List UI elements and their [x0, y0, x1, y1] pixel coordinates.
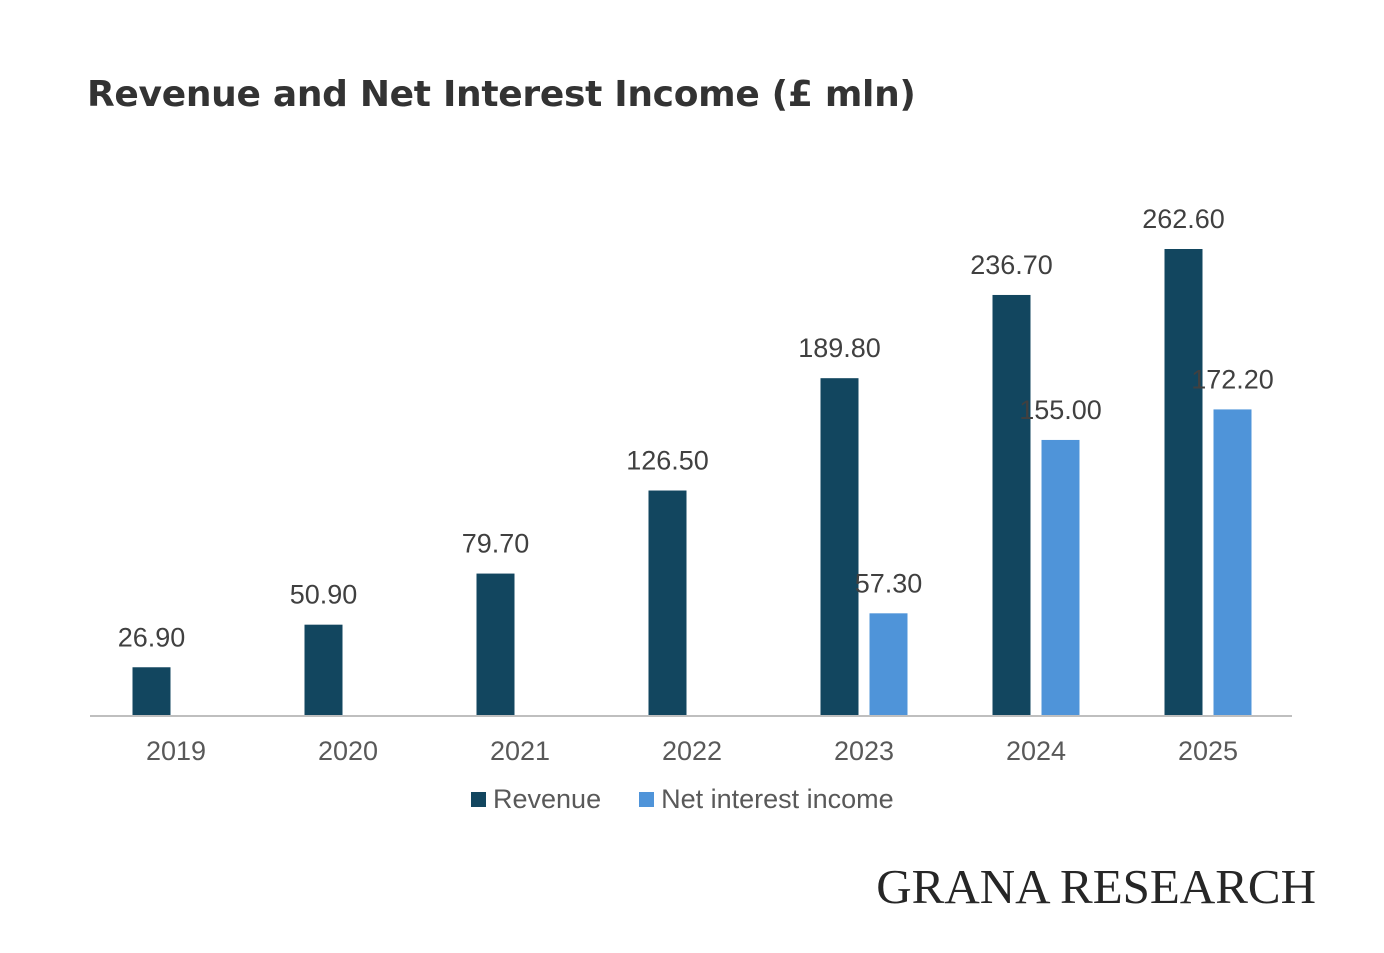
x-tick-label-2021: 2021	[490, 736, 550, 766]
bar-revenue-2021	[476, 573, 515, 715]
bar-revenue-2019	[132, 667, 171, 715]
data-label-revenue-2023: 189.80	[798, 333, 881, 363]
data-labels-layer: 26.90 50.90 79.70 126.50 189.80 57.30 236.70 15…	[118, 204, 1274, 652]
data-label-revenue-2022: 126.50	[626, 446, 709, 476]
legend-label-net-interest-income: Net interest income	[661, 784, 894, 814]
bar-revenue-2024	[992, 294, 1031, 715]
data-label-revenue-2025: 262.60	[1142, 204, 1225, 234]
bars-layer	[132, 249, 1252, 715]
legend-item-net-interest-income: Net interest income	[639, 784, 894, 815]
legend-item-revenue: Revenue	[471, 784, 601, 815]
bar-net-interest-income-2023	[869, 613, 908, 715]
legend-swatch-net-interest-income	[639, 792, 655, 807]
x-tick-label-2023: 2023	[834, 736, 894, 766]
data-label-net-interest-income-2025: 172.20	[1191, 364, 1274, 394]
bar-revenue-2025	[1164, 249, 1203, 715]
chart-title: Revenue and Net Interest Income (£ mln)	[87, 74, 916, 115]
data-label-revenue-2021: 79.70	[462, 529, 530, 559]
x-tick-label-2019: 2019	[146, 736, 206, 766]
legend: Revenue Net interest income	[471, 784, 894, 815]
x-tick-label-2025: 2025	[1178, 736, 1238, 766]
bar-net-interest-income-2025	[1213, 409, 1252, 715]
bar-revenue-2022	[648, 490, 687, 715]
data-label-net-interest-income-2023: 57.30	[855, 568, 923, 598]
legend-swatch-revenue	[471, 792, 486, 807]
x-tick-label-2020: 2020	[318, 736, 378, 766]
data-label-net-interest-income-2024: 155.00	[1019, 395, 1102, 425]
brand-watermark: GRANA RESEARCH	[876, 859, 1316, 914]
data-label-revenue-2019: 26.90	[118, 622, 186, 652]
legend-label-revenue: Revenue	[493, 784, 602, 814]
x-tick-labels-layer: 2019 2020 2021 2022 2023 2024 2025	[146, 736, 1238, 766]
x-tick-label-2022: 2022	[662, 736, 722, 766]
bar-revenue-2023	[820, 378, 859, 715]
x-tick-label-2024: 2024	[1006, 736, 1066, 766]
data-label-revenue-2020: 50.90	[290, 580, 358, 610]
bar-net-interest-income-2024	[1041, 439, 1080, 715]
data-label-revenue-2024: 236.70	[970, 250, 1053, 280]
bar-revenue-2020	[304, 624, 343, 715]
